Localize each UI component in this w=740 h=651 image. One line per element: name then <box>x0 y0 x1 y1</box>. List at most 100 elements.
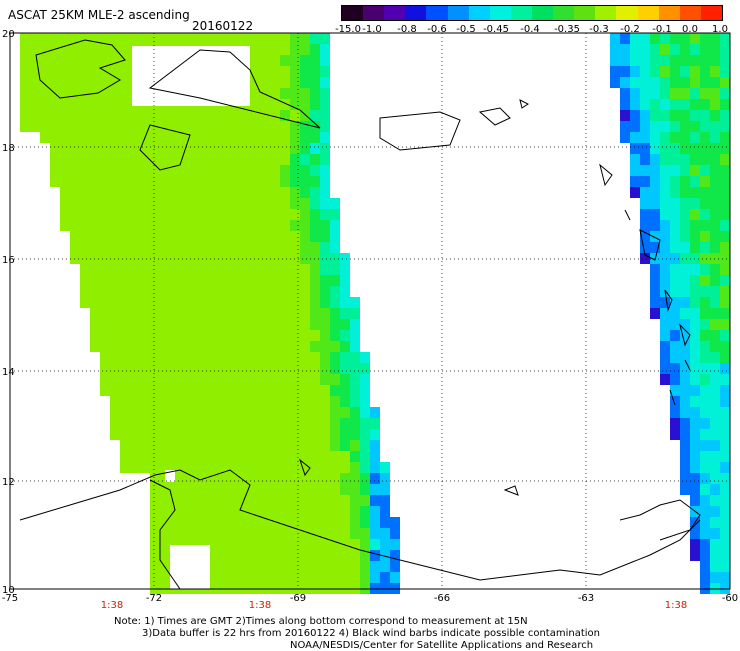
swath-cell <box>80 110 90 121</box>
swath-cell <box>100 253 110 264</box>
swath-cell <box>70 187 80 198</box>
scale-tick-label: -0.2 <box>620 24 640 35</box>
swath-cell <box>120 165 130 176</box>
swath-cell <box>670 143 680 154</box>
swath-cell <box>700 253 710 264</box>
swath-cell <box>310 429 320 440</box>
swath-cell <box>20 77 30 88</box>
swath-cell <box>700 385 710 396</box>
swath-cell <box>190 429 200 440</box>
swath-cell <box>110 264 120 275</box>
swath-cell <box>640 187 650 198</box>
swath-cell <box>250 550 260 561</box>
swath-cell <box>230 495 240 506</box>
swath-cell <box>360 528 370 539</box>
swath-cell <box>660 341 670 352</box>
swath-cell <box>660 44 670 55</box>
swath-cell <box>180 451 190 462</box>
swath-cell <box>660 330 670 341</box>
swath-cell <box>180 484 190 495</box>
swath-cell <box>160 308 170 319</box>
swath-cell <box>680 209 690 220</box>
swath-cell <box>320 99 330 110</box>
swath-cell <box>240 572 250 583</box>
swath-cell <box>690 495 700 506</box>
swath-cell <box>320 330 330 341</box>
swath-cell <box>220 517 230 528</box>
swath-cell <box>210 319 220 330</box>
swath-cell <box>240 385 250 396</box>
swath-cell <box>210 539 220 550</box>
swath-cell <box>240 440 250 451</box>
swath-cell <box>710 462 720 473</box>
swath-cell <box>300 154 310 165</box>
swath-cell <box>200 308 210 319</box>
swath-cell <box>320 539 330 550</box>
swath-cell <box>190 451 200 462</box>
swath-cell <box>290 330 300 341</box>
swath-cell <box>710 363 720 374</box>
swath-cell <box>720 154 730 165</box>
swath-cell <box>720 264 730 275</box>
swath-cell <box>300 528 310 539</box>
swath-cell <box>170 33 180 44</box>
swath-cell <box>120 242 130 253</box>
swath-cell <box>160 484 170 495</box>
swath-cell <box>650 110 660 121</box>
swath-cell <box>680 352 690 363</box>
swath-cell <box>80 66 90 77</box>
swath-cell <box>40 66 50 77</box>
swath-cell <box>150 330 160 341</box>
swath-cell <box>720 33 730 44</box>
swath-cell <box>690 88 700 99</box>
swath-cell <box>150 550 160 561</box>
swath-cell <box>650 297 660 308</box>
swath-cell <box>360 429 370 440</box>
swath-cell <box>210 407 220 418</box>
swath-cell <box>110 231 120 242</box>
swath-cell <box>210 341 220 352</box>
swath-cell <box>320 110 330 121</box>
swath-cell <box>700 374 710 385</box>
swath-cell <box>200 286 210 297</box>
swath-cell <box>70 77 80 88</box>
swath-cell <box>690 121 700 132</box>
swath-cell <box>690 385 700 396</box>
swath-cell <box>250 330 260 341</box>
scale-tick-label: -0.1 <box>652 24 672 35</box>
swath-cell <box>90 77 100 88</box>
swath-cell <box>80 44 90 55</box>
swath-cell <box>680 385 690 396</box>
swath-cell <box>170 451 180 462</box>
swath-cell <box>280 55 290 66</box>
swath-cell <box>660 231 670 242</box>
swath-cell <box>240 253 250 264</box>
swath-cell <box>680 220 690 231</box>
swath-cell <box>100 198 110 209</box>
swath-cell <box>670 110 680 121</box>
swath-cell <box>620 55 630 66</box>
swath-cell <box>370 517 380 528</box>
swath-cell <box>140 154 150 165</box>
swath-cell <box>120 44 130 55</box>
swath-cell <box>690 209 700 220</box>
swath-cell <box>340 407 350 418</box>
swath-cell <box>690 319 700 330</box>
swath-cell <box>210 418 220 429</box>
swath-cell <box>140 165 150 176</box>
swath-cell <box>370 506 380 517</box>
swath-cell <box>300 99 310 110</box>
swath-cell <box>720 363 730 374</box>
swath-cell <box>180 33 190 44</box>
swath-cell <box>290 264 300 275</box>
swath-cell <box>290 341 300 352</box>
swath-cell <box>650 33 660 44</box>
swath-cell <box>160 264 170 275</box>
swath-cell <box>20 66 30 77</box>
swath-cell <box>150 473 160 484</box>
swath-cell <box>140 286 150 297</box>
swath-cell <box>170 352 180 363</box>
swath-cell <box>290 55 300 66</box>
swath-cell <box>220 440 230 451</box>
longitude-label: -66 <box>434 593 450 604</box>
